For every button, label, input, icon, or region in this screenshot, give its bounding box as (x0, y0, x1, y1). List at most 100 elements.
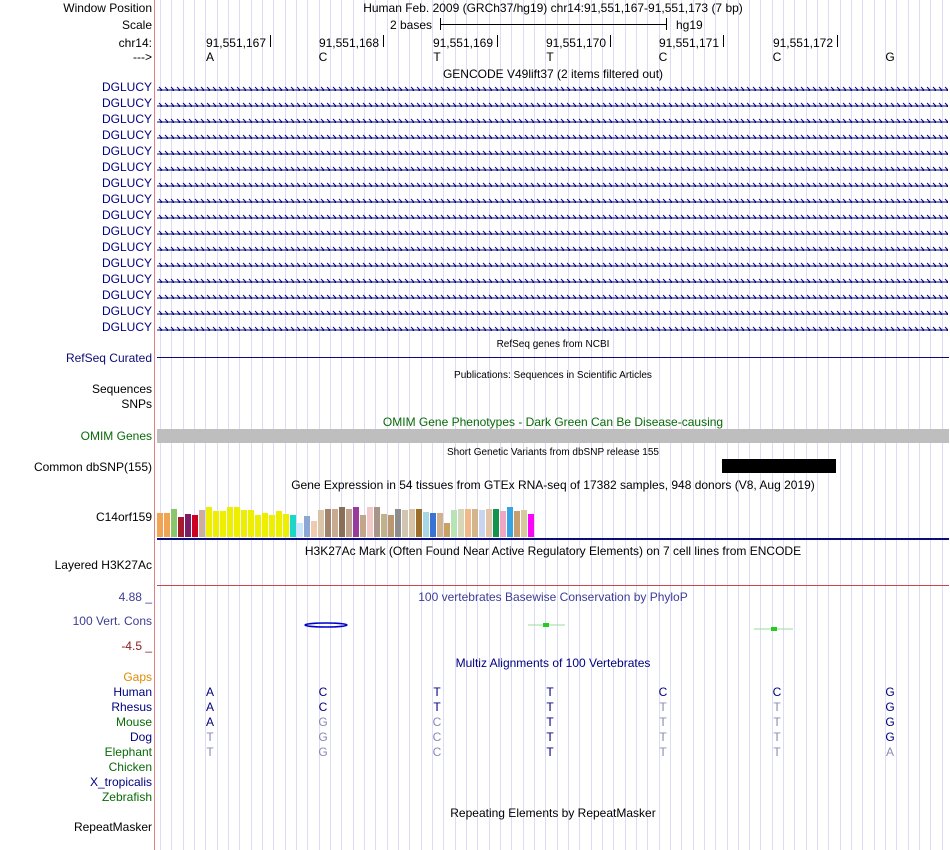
gencode-transcript-label[interactable]: DGLUCY (101, 144, 152, 158)
gtex-tissue-bar[interactable] (164, 513, 170, 537)
gencode-transcript[interactable] (157, 291, 948, 299)
gtex-tissue-bar[interactable] (367, 507, 373, 537)
gtex-tissue-bar[interactable] (283, 514, 289, 537)
gencode-transcript[interactable] (157, 211, 948, 219)
gtex-tissue-bar[interactable] (409, 509, 415, 537)
multiz-species-label[interactable]: Human (113, 685, 152, 699)
gencode-transcript[interactable] (157, 275, 948, 283)
gtex-tissue-bar[interactable] (269, 515, 275, 537)
gtex-tissue-bar[interactable] (325, 509, 331, 537)
gencode-transcript-label[interactable]: DGLUCY (101, 256, 152, 270)
gtex-tissue-bar[interactable] (465, 509, 471, 537)
gtex-tissue-bar[interactable] (276, 511, 282, 537)
h3k27ac-track-label[interactable]: Layered H3K27Ac (54, 558, 152, 572)
gencode-transcript-label[interactable]: DGLUCY (101, 80, 152, 94)
multiz-species-label[interactable]: Chicken (108, 760, 152, 774)
publications-snps-label[interactable]: SNPs (121, 397, 152, 411)
gtex-tissue-bar[interactable] (185, 514, 191, 537)
gtex-tissue-bar[interactable] (304, 516, 310, 537)
gtex-tissue-bar[interactable] (500, 511, 506, 537)
gencode-transcript[interactable] (157, 243, 948, 251)
gtex-tissue-bar[interactable] (514, 511, 520, 537)
refseq-track-label[interactable]: RefSeq Curated (65, 351, 152, 365)
gtex-tissue-bar[interactable] (248, 510, 254, 537)
multiz-species-label[interactable]: X_tropicalis (89, 775, 152, 789)
gencode-transcript-label[interactable]: DGLUCY (101, 192, 152, 206)
gencode-transcript-label[interactable]: DGLUCY (101, 176, 152, 190)
gtex-tissue-bar[interactable] (311, 521, 317, 537)
gencode-transcript-label[interactable]: DGLUCY (101, 96, 152, 110)
gtex-tissue-bar[interactable] (220, 511, 226, 537)
gtex-tissue-bar[interactable] (157, 513, 163, 537)
gtex-tissue-bar[interactable] (388, 515, 394, 537)
gtex-tissue-bar[interactable] (353, 507, 359, 537)
gencode-transcript[interactable] (157, 131, 948, 139)
gencode-transcript-label[interactable]: DGLUCY (101, 272, 152, 286)
gtex-tissue-bar[interactable] (374, 507, 380, 537)
gtex-tissue-bar[interactable] (297, 523, 303, 537)
gtex-tissue-bar[interactable] (458, 509, 464, 537)
multiz-species-label[interactable]: Elephant (104, 745, 152, 759)
gtex-tissue-bar[interactable] (416, 509, 422, 537)
refseq-gene-line[interactable] (157, 357, 949, 358)
phylop-track-label[interactable]: 100 Vert. Cons (72, 614, 152, 628)
gencode-transcript[interactable] (157, 259, 948, 267)
omim-gene-bar[interactable] (157, 429, 949, 443)
gtex-tissue-bar[interactable] (227, 507, 233, 537)
gtex-tissue-bar[interactable] (199, 510, 205, 537)
gencode-transcript-label[interactable]: DGLUCY (101, 240, 152, 254)
multiz-species-label[interactable]: Mouse (115, 715, 152, 729)
omim-track-label[interactable]: OMIM Genes (80, 429, 152, 443)
gtex-tissue-bar[interactable] (486, 509, 492, 537)
gtex-tissue-bar[interactable] (171, 509, 177, 537)
gtex-tissue-bar[interactable] (381, 514, 387, 537)
gencode-transcript-label[interactable]: DGLUCY (101, 112, 152, 126)
gtex-tissue-bar[interactable] (178, 517, 184, 537)
gtex-tissue-bar[interactable] (290, 515, 296, 537)
gencode-transcript-label[interactable]: DGLUCY (101, 288, 152, 302)
gencode-transcript[interactable] (157, 147, 948, 155)
gtex-tissue-bar[interactable] (444, 523, 450, 537)
gencode-transcript[interactable] (157, 307, 948, 315)
dbsnp-variant-bar[interactable] (722, 459, 836, 473)
gencode-transcript[interactable] (157, 227, 948, 235)
gtex-tissue-bar[interactable] (206, 507, 212, 537)
gtex-tissue-bar[interactable] (262, 513, 268, 537)
gtex-tissue-bar[interactable] (192, 515, 198, 537)
gtex-tissue-bar[interactable] (318, 510, 324, 537)
gtex-tissue-bar[interactable] (521, 510, 527, 537)
gencode-transcript-label[interactable]: DGLUCY (101, 208, 152, 222)
gencode-transcript-label[interactable]: DGLUCY (101, 128, 152, 142)
gencode-transcript[interactable] (157, 195, 948, 203)
phylop-plot[interactable] (157, 598, 949, 650)
gencode-transcript-label[interactable]: DGLUCY (101, 224, 152, 238)
gtex-tissue-bar[interactable] (451, 510, 457, 537)
repeatmasker-track-label[interactable]: RepeatMasker (73, 820, 152, 834)
gencode-transcript[interactable] (157, 83, 948, 91)
gtex-tissue-bar[interactable] (430, 513, 436, 537)
gtex-tissue-bar[interactable] (423, 512, 429, 537)
multiz-species-label[interactable]: Rhesus (111, 700, 152, 714)
gencode-transcript-label[interactable]: DGLUCY (101, 160, 152, 174)
gtex-tissue-bar[interactable] (528, 514, 534, 537)
gtex-track-label[interactable]: C14orf159 (95, 510, 152, 524)
gtex-tissue-bar[interactable] (346, 509, 352, 537)
publications-sequences-label[interactable]: Sequences (91, 382, 152, 396)
dbsnp-track-label[interactable]: Common dbSNP(155) (33, 460, 152, 474)
multiz-species-label[interactable]: Zebrafish (101, 790, 152, 804)
gtex-tissue-bar[interactable] (241, 510, 247, 537)
gencode-transcript[interactable] (157, 115, 948, 123)
gencode-transcript[interactable] (157, 99, 948, 107)
multiz-gaps-label[interactable]: Gaps (123, 670, 152, 684)
gencode-transcript[interactable] (157, 163, 948, 171)
gtex-tissue-bar[interactable] (360, 515, 366, 537)
gencode-transcript[interactable] (157, 323, 948, 331)
gtex-tissue-bar[interactable] (255, 515, 261, 537)
gtex-tissue-bar[interactable] (395, 509, 401, 537)
gtex-tissue-bar[interactable] (402, 510, 408, 537)
gtex-tissue-bar[interactable] (332, 509, 338, 537)
gtex-tissue-bar[interactable] (493, 509, 499, 537)
gtex-tissue-bar[interactable] (472, 509, 478, 537)
gencode-transcript-label[interactable]: DGLUCY (101, 320, 152, 334)
